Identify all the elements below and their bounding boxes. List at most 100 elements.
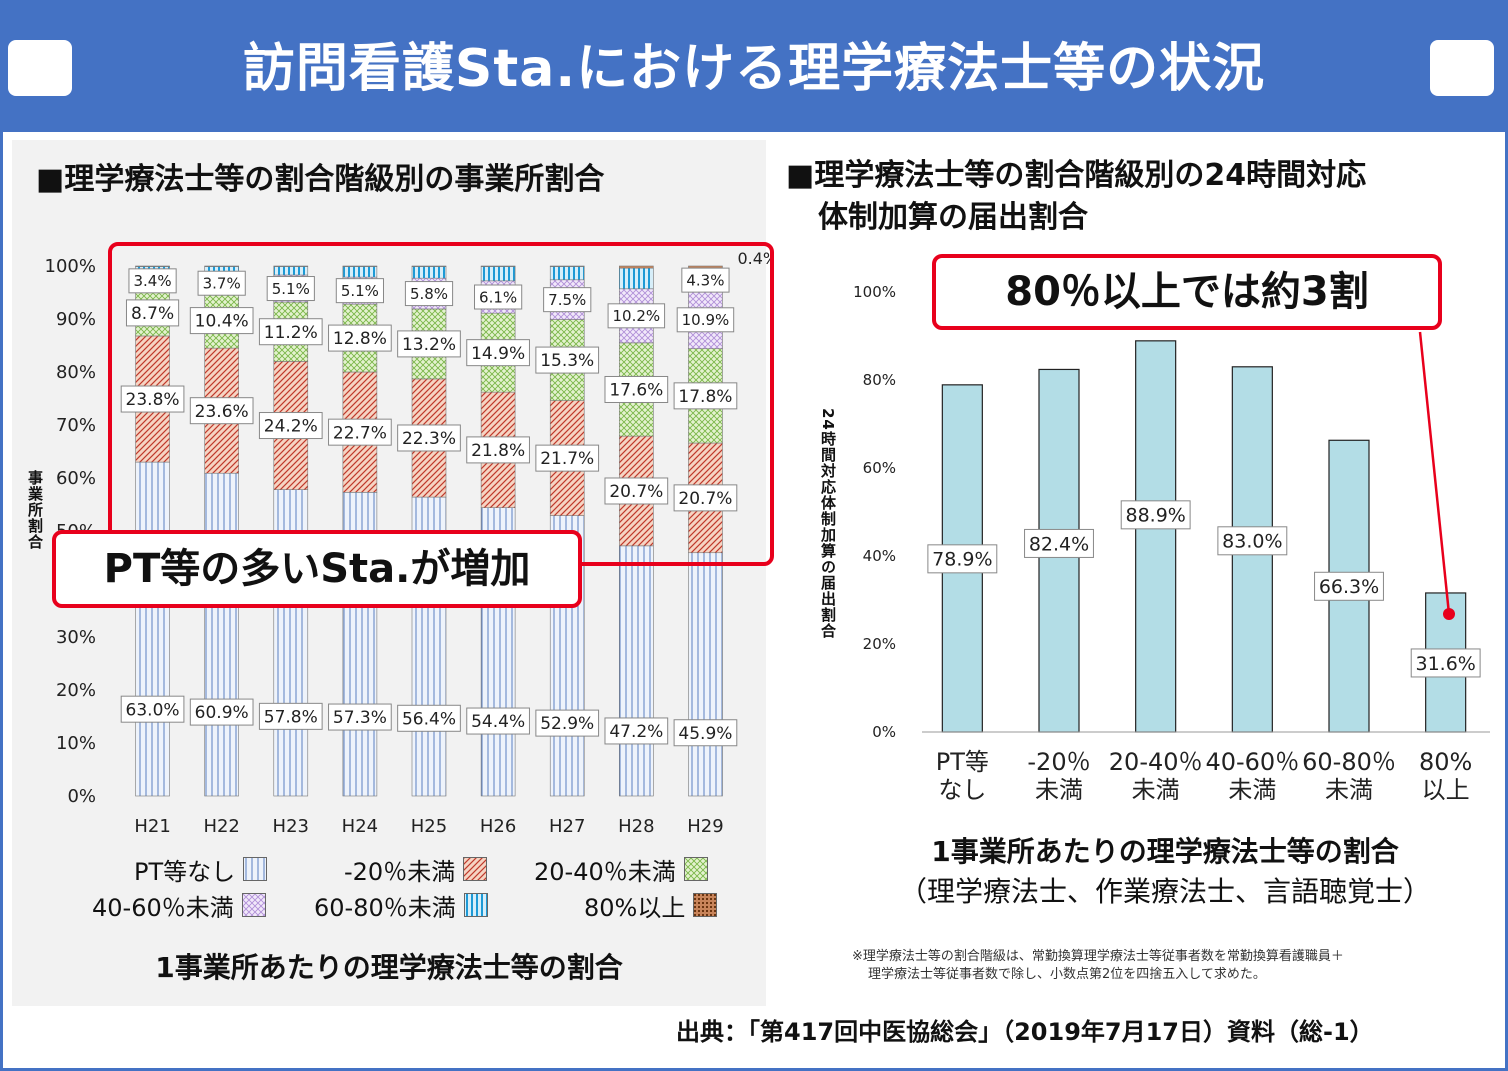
data-label-box — [607, 303, 666, 329]
legend-label: 40-60％未満 — [92, 893, 234, 922]
data-label-box — [397, 330, 461, 358]
y-tick-label: 0% — [67, 786, 96, 807]
page-title: 訪問看護Sta.における理学療法士等の状況 — [242, 39, 1266, 99]
data-label: 10.9% — [682, 311, 730, 329]
x-tick-label: H29 — [687, 816, 723, 837]
x-tick-label: H28 — [618, 816, 654, 837]
y-tick-label: 70% — [56, 415, 96, 436]
left-chart-title: ■理学療法士等の割合階級別の事業所割合 — [36, 162, 605, 197]
data-label: 47.2% — [609, 722, 663, 742]
data-label-box — [189, 698, 254, 726]
y-tick-label: 100% — [853, 283, 896, 301]
legend-label: 20-40％未満 — [534, 857, 676, 886]
x-tick-label: H26 — [480, 816, 516, 837]
data-label: 14.9% — [471, 344, 525, 364]
data-label-box — [535, 346, 600, 374]
x-tick-label: 以上 — [1422, 776, 1470, 800]
y-tick-label: 10% — [56, 733, 96, 754]
data-label-box — [128, 268, 177, 294]
data-label-box — [197, 270, 246, 296]
data-label: 22.3% — [402, 429, 456, 449]
bar-segment — [411, 265, 447, 267]
legend-item-40-60: 40-60％未満 — [92, 888, 266, 922]
legend-swatch — [243, 857, 268, 881]
bar-segment — [273, 265, 309, 267]
data-label: 11.2% — [264, 323, 318, 343]
bar-segment — [549, 265, 585, 267]
legend-item-60-80: 60-80％未満 — [314, 888, 488, 922]
data-label-box — [397, 704, 461, 732]
data-label-box — [1024, 528, 1094, 558]
data-label-box — [927, 544, 998, 574]
left-highlight-box — [108, 242, 774, 566]
data-label: 12.8% — [333, 329, 387, 349]
y-tick-label: 90% — [56, 309, 96, 330]
footnote-line2: 理学療法士等従事者数で除し、小数点第2位を四捨五入して求めた。 — [868, 967, 1266, 982]
data-label-box — [258, 702, 323, 730]
x-tick-label: H21 — [134, 816, 170, 837]
legend-label: PT等なし — [134, 857, 236, 886]
x-tick-label: 40-60％ — [1205, 748, 1299, 776]
y-tick-label: 0% — [872, 723, 896, 741]
data-label: 23.6% — [195, 402, 249, 422]
data-label-box — [676, 307, 735, 333]
data-label: 5.1% — [272, 280, 310, 298]
x-tick-label: なし — [938, 776, 986, 800]
data-label-box — [258, 318, 323, 346]
data-label: 54.4% — [471, 712, 525, 732]
data-label-box — [466, 707, 530, 735]
data-label: 21.8% — [471, 441, 525, 461]
right-y-axis-title: 24時間対応体制加算の届出割合 — [819, 408, 837, 639]
data-label-box — [673, 719, 738, 747]
data-label: 3.7% — [203, 275, 241, 293]
bar-segment — [688, 552, 723, 797]
data-label-box — [1410, 648, 1481, 678]
bar-segment — [342, 265, 378, 267]
data-label-box — [328, 324, 392, 352]
header-bar: 訪問看護Sta.における理学療法士等の状況 — [0, 0, 1508, 132]
legend-item-20-40: 20-40％未満 — [534, 852, 708, 886]
data-label: 20.7% — [609, 482, 663, 502]
x-tick-label: H25 — [411, 816, 447, 837]
data-label-box — [397, 424, 461, 452]
x-tick-label: H23 — [273, 816, 309, 837]
x-tick-label: 60-80％ — [1302, 748, 1396, 776]
data-label: 8.7% — [131, 304, 174, 324]
data-label-box — [258, 412, 323, 440]
data-label: 56.4% — [402, 709, 456, 729]
x-tick-label: H22 — [203, 816, 239, 837]
data-label: 78.9% — [932, 549, 992, 571]
legend-swatch — [463, 893, 488, 917]
data-label: 20.7% — [678, 489, 732, 509]
data-label-box — [1217, 526, 1288, 556]
left-stacked-bar-chart: 63.0% 23.8% 8.7% 3.4% 60.9% 23.6% 10.4% 3.7% 57.… — [45, 249, 772, 837]
bar-segment — [135, 265, 170, 267]
x-tick-label: 未満 — [1325, 776, 1373, 800]
y-tick-label: 100% — [45, 256, 96, 277]
data-label: 5.8% — [410, 285, 448, 303]
header-tab-left — [8, 40, 72, 96]
data-label: 63.0% — [126, 700, 180, 720]
y-tick-label: 80% — [863, 371, 896, 389]
data-label-box — [466, 339, 530, 367]
data-label: 10.2% — [613, 307, 661, 325]
data-label-box — [673, 382, 738, 410]
data-label-box — [1120, 500, 1191, 530]
data-label: 23.8% — [126, 390, 180, 410]
data-label: 52.9% — [540, 714, 594, 734]
data-label-box — [404, 281, 454, 307]
x-tick-label: 未満 — [1228, 776, 1276, 800]
bar-segment — [480, 265, 516, 267]
right-x-caption-sub: （理学療法士、作業療法士、言語聴覚士） — [898, 875, 1431, 908]
right-callout: 80％以上では約3割 — [932, 254, 1442, 330]
data-label: 57.3% — [333, 708, 387, 728]
data-label: 22.7% — [333, 423, 387, 443]
data-label-box — [266, 276, 315, 302]
legend-swatch — [463, 857, 488, 881]
data-label-box — [1314, 571, 1384, 601]
data-label-box — [604, 375, 669, 403]
y-tick-label: 60% — [863, 459, 896, 477]
footnote: ※理学療法士等の割合階級は、常勤換算理学療法士等従事者数を常勤換算看護職員＋ 理… — [852, 948, 1344, 984]
data-label: 57.8% — [264, 707, 318, 727]
right-chart-title-line2: 体制加算の届出割合 — [818, 200, 1088, 235]
